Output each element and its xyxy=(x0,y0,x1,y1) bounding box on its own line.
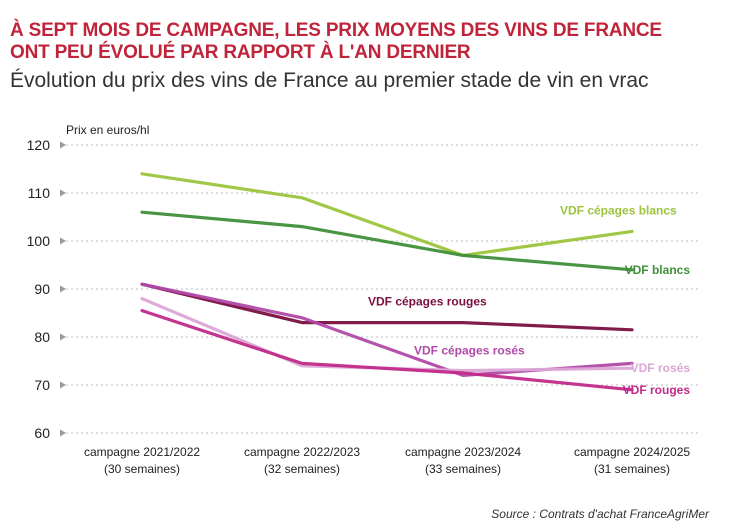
series-line xyxy=(140,309,634,392)
y-tick-marker xyxy=(60,189,66,197)
y-tick-label: 90 xyxy=(34,281,50,297)
x-tick-sublabel: (32 semaines) xyxy=(264,462,340,476)
chart-title: À SEPT MOIS DE CAMPAGNE, LES PRIX MOYENS… xyxy=(10,20,662,63)
series-label: VDF rosés xyxy=(631,361,691,375)
chart-subtitle: Évolution du prix des vins de France au … xyxy=(10,69,649,92)
y-tick-marker xyxy=(60,285,66,293)
y-axis-label: Prix en euros/hl xyxy=(66,123,150,137)
series-line xyxy=(140,172,634,257)
series-line xyxy=(140,210,634,272)
y-tick-marker xyxy=(60,237,66,245)
x-tick-label: campagne 2021/2022 xyxy=(84,445,200,459)
source-note: Source : Contrats d'achat FranceAgriMer xyxy=(491,507,709,521)
y-tick-marker xyxy=(60,381,66,389)
series-label: VDF cépages rouges xyxy=(368,295,487,309)
y-tick-label: 60 xyxy=(34,425,50,441)
series-line xyxy=(140,282,634,332)
x-tick-label: campagne 2022/2023 xyxy=(244,445,360,459)
series-label: VDF blancs xyxy=(625,263,691,277)
y-tick-label: 80 xyxy=(34,329,50,345)
y-tick-marker xyxy=(60,141,66,149)
series-label: VDF cépages rosés xyxy=(414,343,525,357)
series-label: VDF cépages blancs xyxy=(560,203,677,217)
y-tick-label: 70 xyxy=(34,377,50,393)
x-tick-label: campagne 2023/2024 xyxy=(405,445,521,459)
series-label: VDF rouges xyxy=(623,383,691,397)
x-tick-label: campagne 2024/2025 xyxy=(574,445,690,459)
x-tick-sublabel: (31 semaines) xyxy=(594,462,670,476)
x-tick-sublabel: (30 semaines) xyxy=(104,462,180,476)
y-tick-label: 110 xyxy=(28,185,51,201)
y-tick-label: 100 xyxy=(27,233,51,249)
y-tick-marker xyxy=(60,333,66,341)
y-tick-label: 120 xyxy=(27,137,51,153)
x-tick-sublabel: (33 semaines) xyxy=(425,462,501,476)
y-tick-marker xyxy=(60,429,66,437)
